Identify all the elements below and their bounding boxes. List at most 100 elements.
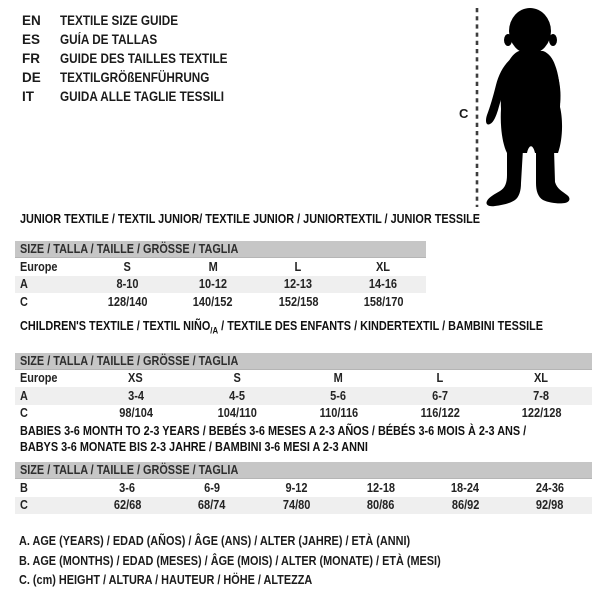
size-cell: M <box>288 370 389 388</box>
size-value: 62/68 <box>113 498 142 513</box>
row-label-cell: Europe <box>15 370 85 388</box>
footnote-line: C. (cm) HEIGHT / ALTURA / HAUTEUR / HÖHE… <box>19 571 504 591</box>
size-cell: 74/80 <box>254 497 339 515</box>
size-value: 158/170 <box>363 294 404 309</box>
size-grid: Europe XS S M L XL A 3-4 4-5 5-6 6-7 7-8… <box>15 370 592 423</box>
size-cell: 18-24 <box>423 479 508 497</box>
size-cell: XL <box>491 370 592 388</box>
row-label: A <box>20 388 28 403</box>
size-value: XS <box>128 371 144 386</box>
size-cell: XS <box>85 370 186 388</box>
language-title: TEXTILGRÖßENFÜHRUNG <box>60 70 210 85</box>
size-value: XL <box>534 371 549 386</box>
table-row: Europe S M L XL <box>15 258 426 276</box>
size-header-bar: SIZE / TALLA / TAILLE / GRÖSSE / TAGLIA <box>15 462 592 479</box>
size-value: L <box>294 259 302 274</box>
size-value: 18-24 <box>451 480 480 495</box>
size-value: 152/158 <box>278 294 319 309</box>
size-value: 80/86 <box>366 498 395 513</box>
table-row: A 8-10 10-12 12-13 14-16 <box>15 275 426 294</box>
language-row: ES GUÍA DE TALLAS <box>22 30 253 49</box>
footnote-line: A. AGE (YEARS) / EDAD (AÑOS) / ÂGE (ANS)… <box>19 532 504 552</box>
size-cell: 14-16 <box>341 276 426 294</box>
footnote-text: B. AGE (MONTHS) / EDAD (MESES) / ÂGE (MO… <box>19 553 441 568</box>
size-cell: XL <box>341 258 426 276</box>
language-code: DE <box>22 70 41 85</box>
size-cell: 10-12 <box>170 276 255 294</box>
size-cell: 3-4 <box>85 387 186 405</box>
size-header-text: SIZE / TALLA / TAILLE / GRÖSSE / TAGLIA <box>20 353 239 368</box>
size-value: 86/92 <box>451 498 480 513</box>
size-value: 128/140 <box>107 294 148 309</box>
size-cell: 110/116 <box>288 405 389 423</box>
size-value: 5-6 <box>330 388 347 403</box>
size-value: 74/80 <box>282 498 311 513</box>
size-cell: 12-13 <box>256 276 341 294</box>
table-title-text: JUNIOR TEXTILE / TEXTIL JUNIOR/ TEXTILE … <box>20 212 481 226</box>
size-cell: 9-12 <box>254 479 339 497</box>
baby-silhouette-shape <box>486 8 570 207</box>
size-grid: Europe S M L XL A 8-10 10-12 12-13 14-16… <box>15 258 426 311</box>
table-title: JUNIOR TEXTILE / TEXTIL JUNIOR/ TEXTILE … <box>15 212 480 227</box>
row-label: Europe <box>20 371 58 386</box>
size-cell: 116/122 <box>389 405 490 423</box>
language-code: FR <box>22 51 40 66</box>
size-value: S <box>123 259 132 274</box>
size-cell: 152/158 <box>256 293 341 311</box>
row-label: Europe <box>20 259 58 274</box>
size-table-children: CHILDREN'S TEXTILE / TEXTIL NIÑO/A / TEX… <box>15 319 592 422</box>
size-cell: L <box>389 370 490 388</box>
size-value: 98/104 <box>118 406 153 421</box>
language-code: IT <box>22 89 34 104</box>
table-title-line: BABIES 3-6 MONTH TO 2-3 YEARS / BEBÉS 3-… <box>20 424 592 440</box>
table-row: C 62/68 68/74 74/80 80/86 86/92 92/98 <box>15 496 593 515</box>
table-row: A 3-4 4-5 5-6 6-7 7-8 <box>15 387 592 405</box>
size-cell: 98/104 <box>85 405 186 423</box>
size-header-text: SIZE / TALLA / TAILLE / GRÖSSE / TAGLIA <box>20 463 239 477</box>
table-title-suffix: / TEXTILE DES ENFANTS / KINDERTEXTIL / B… <box>218 319 544 333</box>
legend-notes: A. AGE (YEARS) / EDAD (AÑOS) / ÂGE (ANS)… <box>19 532 504 591</box>
table-title-text: BABYS 3-6 MONATE BIS 2-3 JAHRE / BAMBINI… <box>20 439 368 454</box>
row-label: B <box>20 480 28 495</box>
size-cell: 92/98 <box>508 497 593 515</box>
height-label-c: C <box>459 106 469 121</box>
size-cell: 4-5 <box>186 387 287 405</box>
size-header-text: SIZE / TALLA / TAILLE / GRÖSSE / TAGLIA <box>20 242 239 256</box>
table-row: Europe XS S M L XL <box>15 370 592 388</box>
size-cell: M <box>170 258 255 276</box>
size-grid: B 3-6 6-9 9-12 12-18 18-24 24-36 C 62/68… <box>15 479 592 514</box>
size-value: 92/98 <box>535 498 564 513</box>
size-value: 3-6 <box>119 480 136 495</box>
size-header-bar: SIZE / TALLA / TAILLE / GRÖSSE / TAGLIA <box>15 241 426 258</box>
language-code: ES <box>22 32 41 47</box>
size-value: L <box>436 371 444 386</box>
size-value: 7-8 <box>533 388 550 403</box>
table-title-text: CHILDREN'S TEXTILE / TEXTIL NIÑO/A / TEX… <box>20 319 543 339</box>
footnote-text: A. AGE (YEARS) / EDAD (AÑOS) / ÂGE (ANS)… <box>19 534 411 548</box>
size-cell: 7-8 <box>491 387 592 405</box>
language-title: TEXTILE SIZE GUIDE <box>60 13 179 28</box>
size-value: 14-16 <box>369 277 398 292</box>
size-value: 140/152 <box>192 294 233 309</box>
language-row: DE TEXTILGRÖßENFÜHRUNG <box>22 68 253 87</box>
size-value: 3-4 <box>127 388 144 403</box>
size-value: 104/110 <box>217 406 257 421</box>
size-cell: 128/140 <box>85 293 170 311</box>
table-row: C 98/104 104/110 110/116 116/122 122/128 <box>15 405 592 423</box>
size-cell: 3-6 <box>85 479 170 497</box>
table-title-prefix: CHILDREN'S TEXTILE / TEXTIL NIÑO <box>20 319 211 333</box>
size-value: 110/116 <box>319 406 358 421</box>
table-title-line: BABYS 3-6 MONATE BIS 2-3 JAHRE / BAMBINI… <box>20 440 592 456</box>
size-value: M <box>208 259 218 274</box>
size-cell: 8-10 <box>85 276 170 294</box>
row-label-cell: A <box>15 387 85 405</box>
language-row: IT GUIDA ALLE TAGLIE TESSILI <box>22 87 253 106</box>
size-value: 24-36 <box>535 480 564 495</box>
table-title-text: BABIES 3-6 MONTH TO 2-3 YEARS / BEBÉS 3-… <box>20 424 527 438</box>
table-row: B 3-6 6-9 9-12 12-18 18-24 24-36 <box>15 479 592 497</box>
size-cell: 140/152 <box>170 293 255 311</box>
language-title: GUIDE DES TAILLES TEXTILE <box>60 51 228 66</box>
language-title-list: EN TEXTILE SIZE GUIDE ES GUÍA DE TALLAS … <box>22 11 253 106</box>
size-cell: 104/110 <box>186 405 287 423</box>
